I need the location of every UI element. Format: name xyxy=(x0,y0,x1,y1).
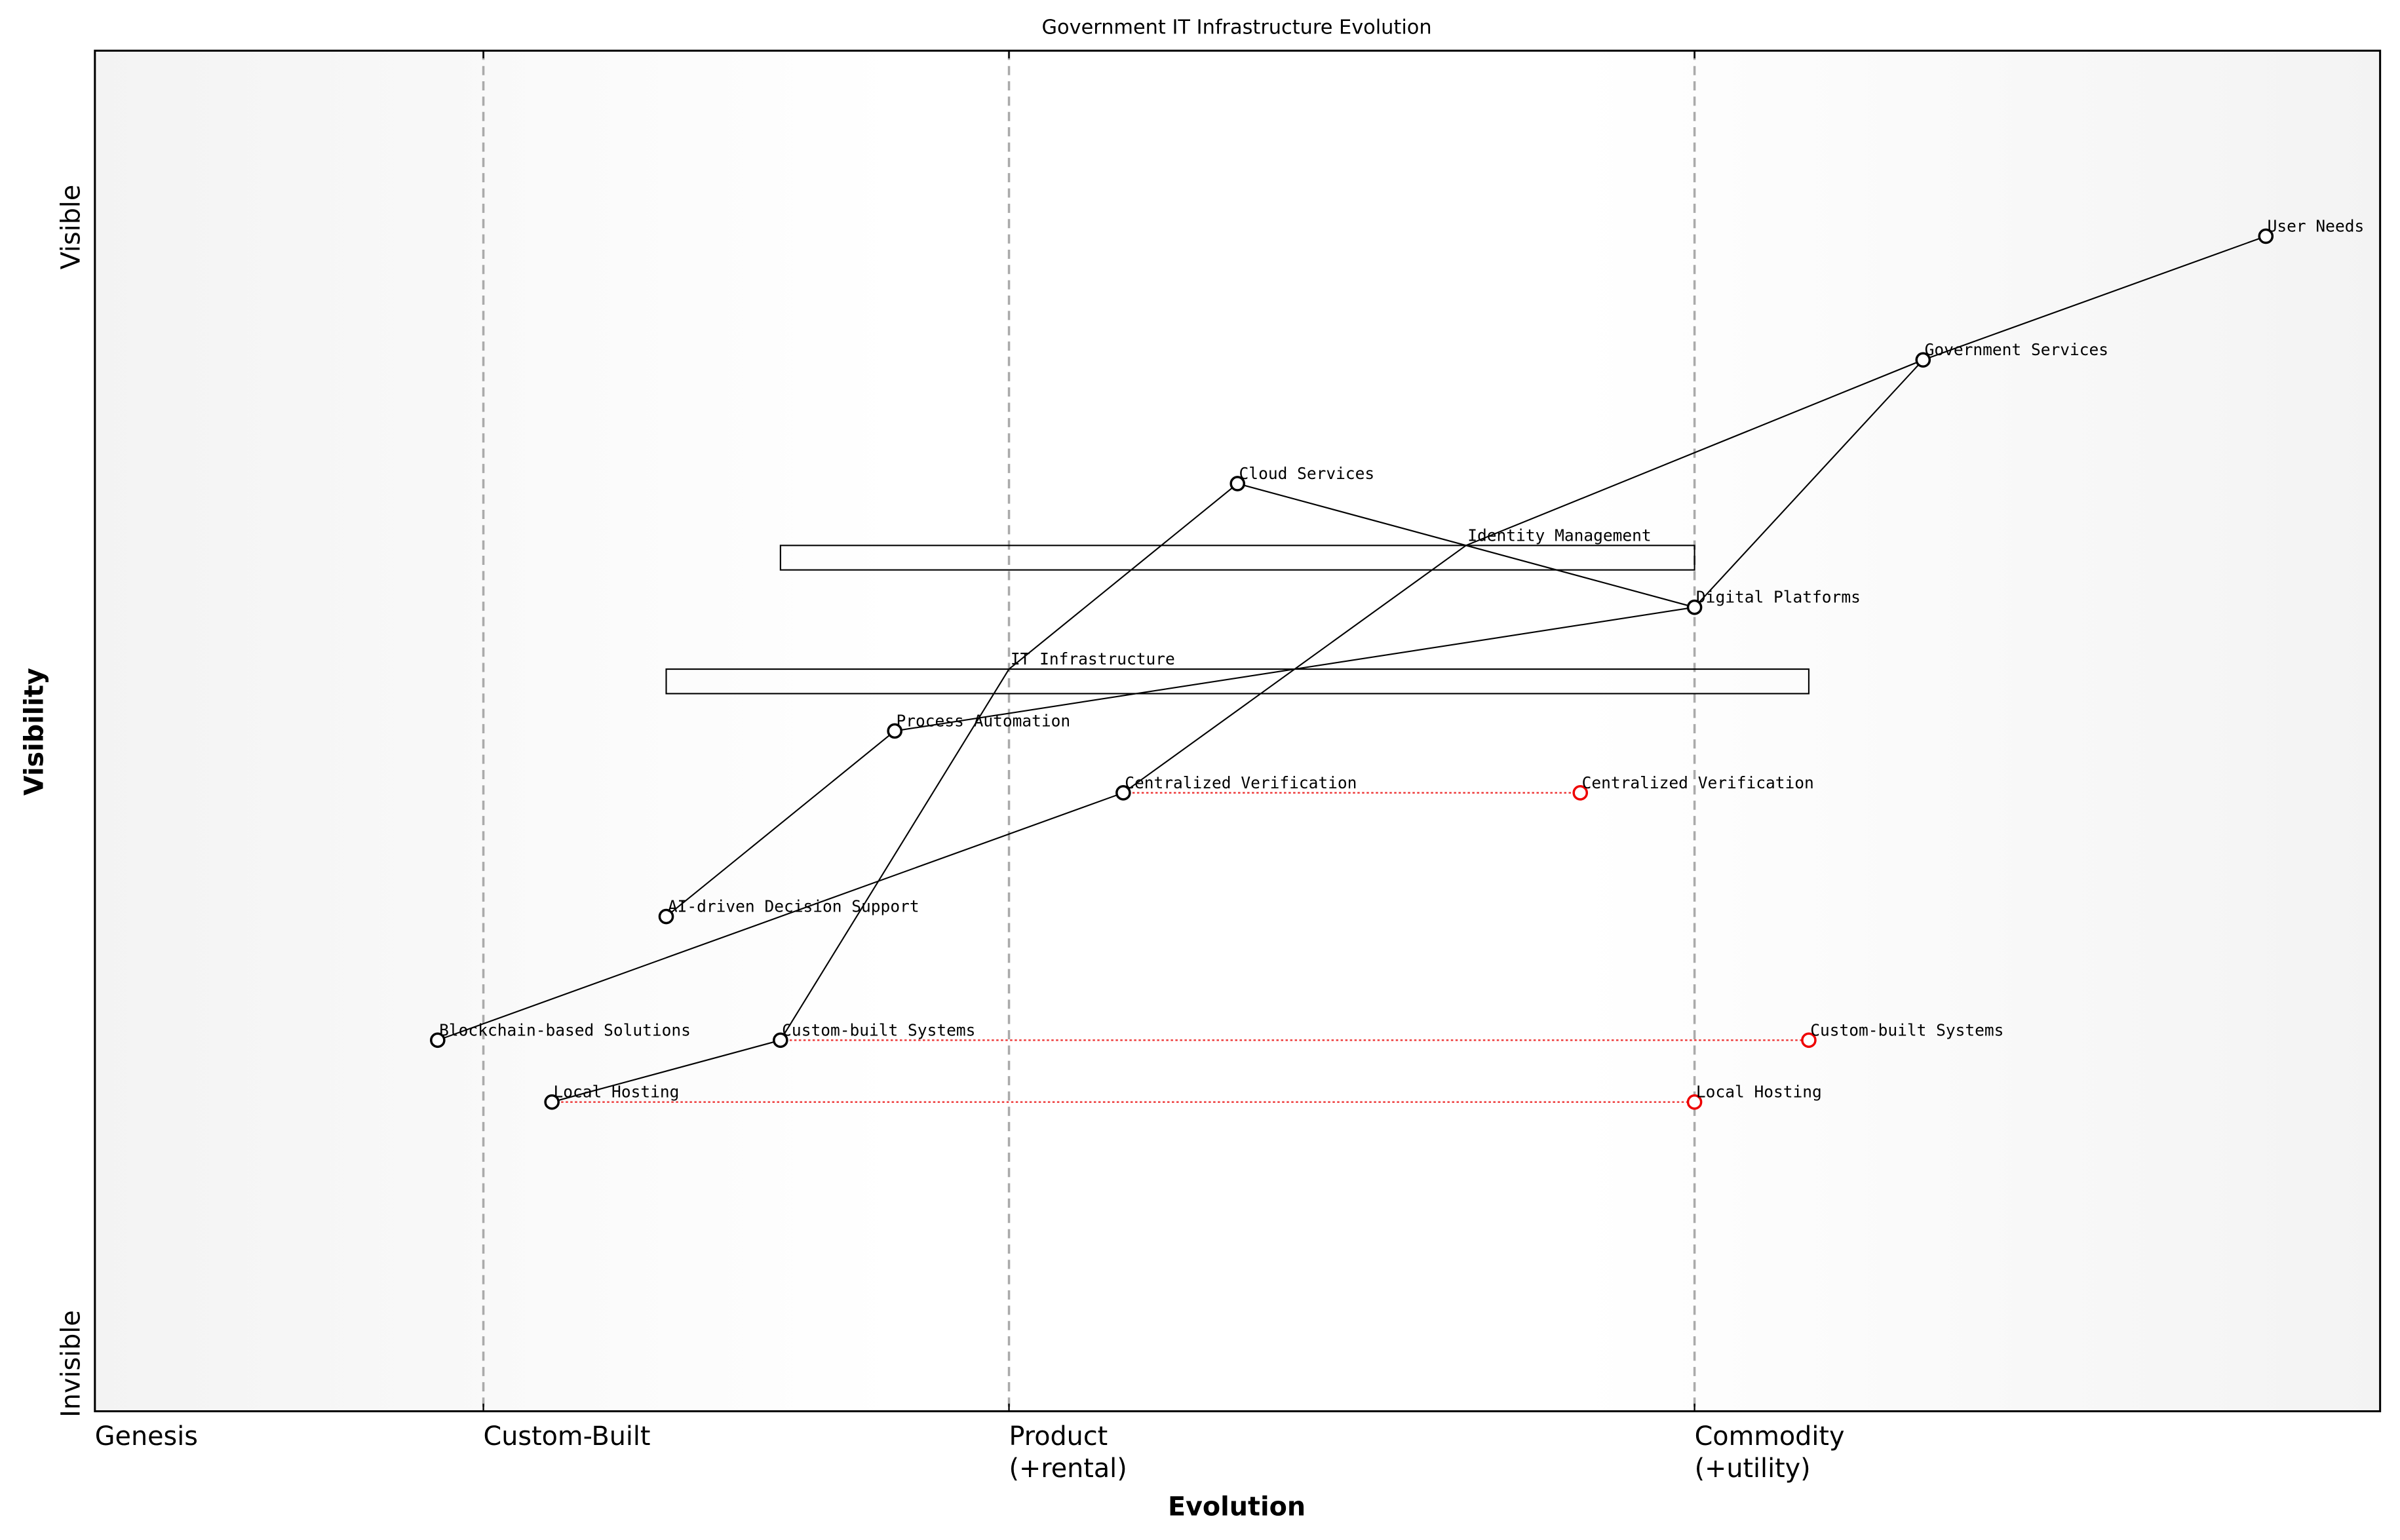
y-bottom-label: Invisible xyxy=(56,1310,86,1417)
evolved-label: Custom-built Systems xyxy=(1810,1020,2003,1039)
stage-label: (+utility) xyxy=(1695,1453,1811,1484)
node-label: Government Services xyxy=(1925,340,2108,359)
link xyxy=(895,606,1695,732)
node-label: Cloud Services xyxy=(1239,464,1375,483)
x-axis-label: Evolution xyxy=(1168,1492,1306,1522)
node-label: AI-driven Decision Support xyxy=(668,897,919,916)
link xyxy=(779,668,1010,1041)
node-label: Local Hosting xyxy=(554,1083,680,1102)
link xyxy=(1008,483,1238,670)
evolved-node xyxy=(1572,785,1589,801)
y-axis-label: Visibility xyxy=(19,668,49,796)
node-label: User Needs xyxy=(2268,216,2365,235)
node xyxy=(1115,785,1131,801)
node xyxy=(887,723,902,739)
link xyxy=(1694,359,1924,608)
chart-title: Government IT Infrastructure Evolution xyxy=(1042,16,1432,39)
node-label: Centralized Verification xyxy=(1125,773,1357,792)
stage-label: Genesis xyxy=(95,1421,198,1452)
map-layer: Centralized Verification Custom-built Sys… xyxy=(430,50,2365,1412)
stage-label: Commodity xyxy=(1695,1421,1845,1452)
node-label: IT Infrastructure xyxy=(1011,649,1175,668)
stage-label: Product xyxy=(1009,1421,1108,1452)
plot-background xyxy=(94,50,2380,1412)
node xyxy=(544,1094,560,1110)
link xyxy=(437,792,1124,1041)
evolved-node xyxy=(1686,1094,1703,1110)
node-label: Digital Platforms xyxy=(1696,588,1861,607)
node-label: Custom-built Systems xyxy=(782,1020,975,1039)
plot-frame xyxy=(94,49,2382,1413)
node xyxy=(2258,228,2274,244)
evolved-label: Local Hosting xyxy=(1696,1083,1822,1102)
link xyxy=(1465,359,1924,547)
link xyxy=(551,1039,781,1103)
link xyxy=(1922,235,2266,361)
node-label: Process Automation xyxy=(897,711,1071,730)
y-top-label: Visible xyxy=(56,185,86,270)
node-label: Blockchain-based Solutions xyxy=(439,1020,691,1039)
evolved-node xyxy=(1801,1032,1817,1049)
node xyxy=(773,1032,788,1049)
evolved-label: Centralized Verification xyxy=(1582,773,1814,792)
node xyxy=(1229,476,1246,491)
node xyxy=(658,908,674,925)
node xyxy=(430,1032,446,1049)
link xyxy=(665,730,895,917)
stage-label: Custom-Built xyxy=(484,1421,651,1452)
node xyxy=(1915,352,1931,368)
stage-label: (+rental) xyxy=(1009,1453,1127,1484)
node-label: Identity Management xyxy=(1467,526,1651,545)
node xyxy=(1686,599,1703,615)
pipeline xyxy=(665,668,1810,695)
pipeline xyxy=(779,545,1695,571)
